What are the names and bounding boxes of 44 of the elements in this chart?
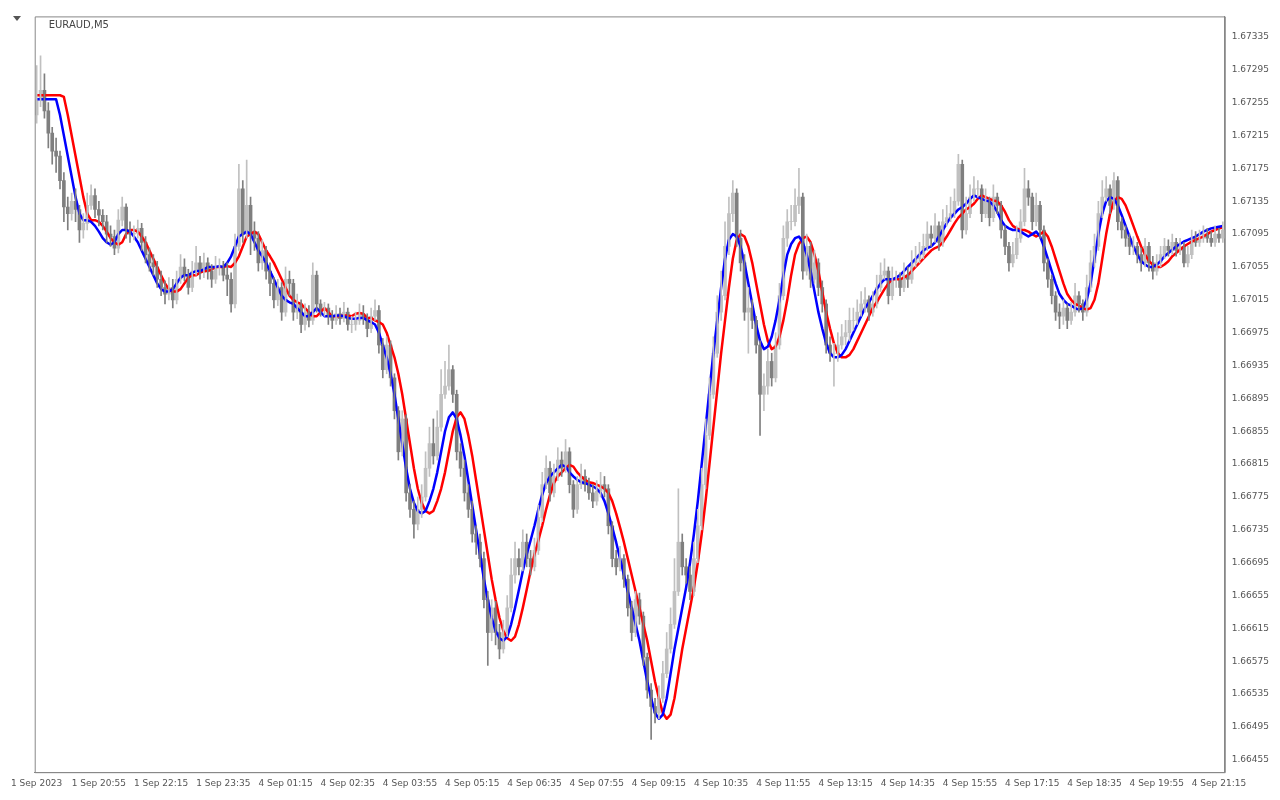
x-tick-label: 4 Sep 13:15 [818, 777, 873, 788]
x-tick-label: 4 Sep 01:15 [258, 777, 313, 788]
x-tick-label: 4 Sep 17:15 [1005, 777, 1060, 788]
x-tick-label: 1 Sep 2023 [10, 777, 63, 788]
y-tick-label: 1.66495 [1231, 721, 1269, 732]
y-tick-label: 1.67055 [1231, 261, 1269, 272]
x-tick-label: 4 Sep 03:55 [382, 777, 438, 788]
y-tick-label: 1.66455 [1231, 754, 1269, 765]
y-tick-label: 1.66935 [1231, 359, 1269, 370]
y-tick-label: 1.66615 [1231, 622, 1269, 633]
x-tick-label: 4 Sep 18:35 [1067, 777, 1122, 788]
x-tick-label: 4 Sep 07:55 [569, 777, 624, 788]
y-tick-label: 1.67175 [1231, 162, 1269, 173]
x-tick-label: 4 Sep 15:55 [942, 777, 998, 788]
y-tick-label: 1.66975 [1231, 327, 1269, 338]
x-tick-label: 1 Sep 20:55 [71, 777, 127, 788]
chart-title: EURAUD,M5 [48, 18, 109, 30]
x-tick-label: 4 Sep 11:55 [756, 777, 811, 788]
x-tick-label: 4 Sep 02:35 [320, 777, 375, 788]
y-tick-label: 1.66855 [1231, 425, 1269, 436]
y-tick-label: 1.67335 [1231, 31, 1269, 42]
x-tick-label: 4 Sep 21:15 [1191, 777, 1247, 788]
y-tick-label: 1.67255 [1231, 97, 1269, 107]
y-tick-label: 1.66735 [1231, 524, 1269, 535]
x-tick-label: 4 Sep 05:15 [445, 777, 500, 788]
x-tick-label: 4 Sep 06:35 [507, 777, 562, 788]
y-tick-label: 1.66575 [1231, 655, 1269, 666]
y-tick-label: 1.66535 [1231, 688, 1269, 699]
x-tick-label: 4 Sep 09:15 [631, 777, 687, 788]
y-tick-label: 1.67095 [1231, 228, 1269, 239]
y-tick-label: 1.67135 [1231, 195, 1269, 206]
y-tick-label: 1.67215 [1231, 129, 1269, 140]
y-tick-label: 1.67295 [1231, 64, 1269, 75]
y-tick-label: 1.67015 [1231, 294, 1269, 305]
x-tick-label: 1 Sep 22:15 [133, 777, 189, 788]
x-tick-label: 1 Sep 23:35 [196, 777, 251, 788]
y-tick-label: 1.66895 [1231, 392, 1269, 403]
x-tick-label: 4 Sep 19:55 [1129, 777, 1184, 788]
y-tick-label: 1.66775 [1231, 491, 1269, 502]
x-tick-label: 4 Sep 10:35 [693, 777, 749, 788]
y-tick-label: 1.66815 [1231, 458, 1269, 469]
y-tick-label: 1.66695 [1231, 557, 1269, 568]
y-tick-label: 1.66655 [1231, 589, 1269, 600]
x-tick-label: 4 Sep 14:35 [880, 777, 935, 788]
